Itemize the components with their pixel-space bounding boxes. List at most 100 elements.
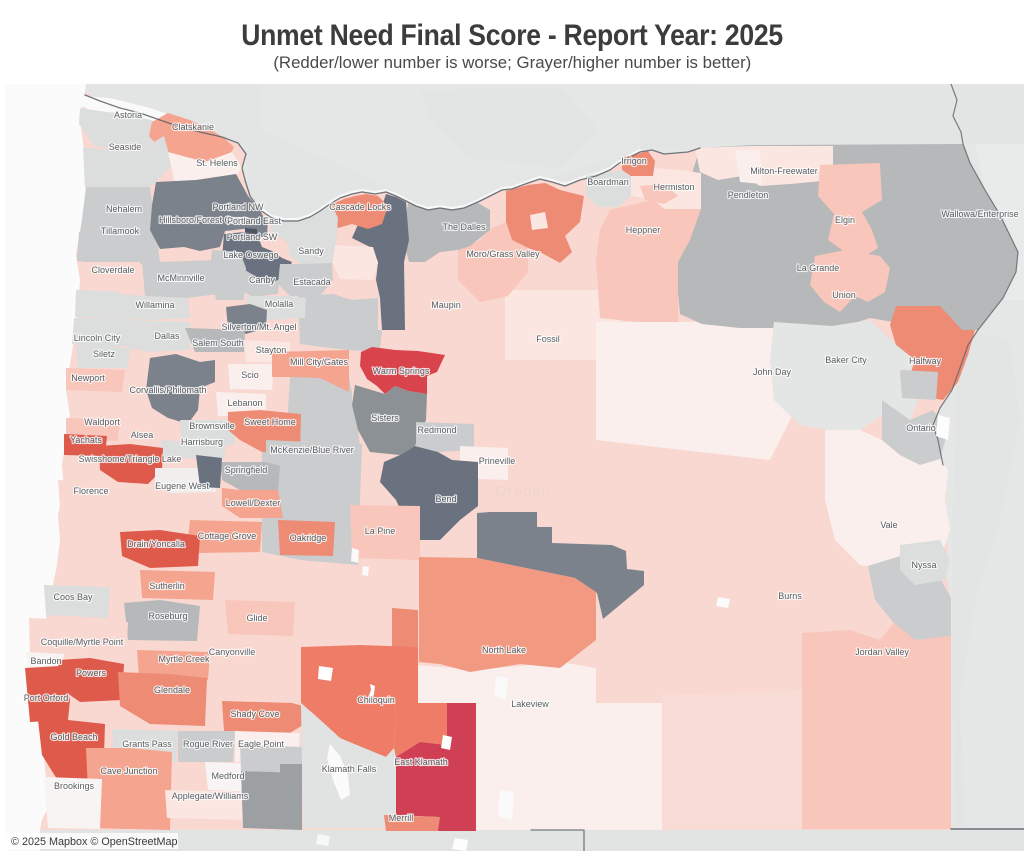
svg-text:Ontario: Ontario bbox=[906, 423, 936, 433]
svg-text:Stayton: Stayton bbox=[256, 345, 287, 355]
svg-text:Eugene West: Eugene West bbox=[155, 481, 209, 491]
svg-text:Tillamook: Tillamook bbox=[101, 226, 140, 236]
svg-text:Silverton/Mt. Angel: Silverton/Mt. Angel bbox=[221, 322, 296, 332]
svg-text:Scio: Scio bbox=[241, 370, 259, 380]
svg-text:Brownsville: Brownsville bbox=[189, 421, 235, 431]
svg-text:Burns: Burns bbox=[778, 591, 802, 601]
svg-text:Bandon: Bandon bbox=[30, 656, 61, 666]
svg-text:Brookings: Brookings bbox=[54, 781, 95, 791]
svg-text:Springfield: Springfield bbox=[225, 465, 268, 475]
svg-text:Swisshome/Triangle Lake: Swisshome/Triangle Lake bbox=[79, 454, 182, 464]
svg-text:Prineville: Prineville bbox=[479, 456, 516, 466]
svg-text:Nehalem: Nehalem bbox=[106, 204, 142, 214]
svg-text:Cloverdale: Cloverdale bbox=[91, 265, 134, 275]
svg-text:La Pine: La Pine bbox=[365, 526, 396, 536]
svg-text:Seaside: Seaside bbox=[109, 142, 142, 152]
svg-text:Molalla: Molalla bbox=[265, 299, 294, 309]
svg-text:Mill City/Gates: Mill City/Gates bbox=[290, 357, 349, 367]
svg-text:Gold Beach: Gold Beach bbox=[50, 732, 97, 742]
svg-text:Applegate/Williams: Applegate/Williams bbox=[172, 791, 249, 801]
svg-text:Sisters: Sisters bbox=[371, 413, 399, 423]
svg-text:Boardman: Boardman bbox=[587, 177, 629, 187]
svg-text:Cascade Locks: Cascade Locks bbox=[329, 202, 391, 212]
svg-text:McMinnville: McMinnville bbox=[157, 273, 204, 283]
svg-text:Elgin: Elgin bbox=[835, 215, 855, 225]
svg-text:Lincoln City: Lincoln City bbox=[74, 333, 121, 343]
svg-text:Shady Cove: Shady Cove bbox=[230, 709, 279, 719]
svg-text:Myrtle Creek: Myrtle Creek bbox=[158, 654, 210, 664]
svg-text:Medford: Medford bbox=[211, 771, 244, 781]
svg-text:Klamath Falls: Klamath Falls bbox=[322, 764, 377, 774]
svg-text:John Day: John Day bbox=[753, 367, 792, 377]
svg-text:Union: Union bbox=[832, 290, 856, 300]
svg-text:Alsea: Alsea bbox=[131, 430, 154, 440]
svg-text:La Grande: La Grande bbox=[797, 263, 840, 273]
svg-text:Willamina: Willamina bbox=[135, 300, 174, 310]
svg-text:Lowell/Dexter: Lowell/Dexter bbox=[226, 498, 281, 508]
svg-text:Rogue River: Rogue River bbox=[183, 739, 233, 749]
svg-text:© 2025 Mapbox © OpenStreetMap: © 2025 Mapbox © OpenStreetMap bbox=[11, 836, 178, 848]
svg-text:Yachats: Yachats bbox=[70, 435, 102, 445]
svg-text:Drain/Yoncalla: Drain/Yoncalla bbox=[127, 539, 185, 549]
svg-text:Vale: Vale bbox=[880, 520, 897, 530]
svg-text:The Dalles: The Dalles bbox=[442, 222, 486, 232]
svg-text:Redmond: Redmond bbox=[417, 425, 456, 435]
svg-text:Pendleton: Pendleton bbox=[728, 190, 769, 200]
svg-text:Sandy: Sandy bbox=[298, 246, 324, 256]
svg-text:Estacada: Estacada bbox=[293, 277, 331, 287]
svg-text:Coquille/Myrtle Point: Coquille/Myrtle Point bbox=[41, 637, 124, 647]
svg-text:Hermiston: Hermiston bbox=[653, 182, 694, 192]
svg-text:Waldport: Waldport bbox=[84, 417, 120, 427]
svg-text:North Lake: North Lake bbox=[482, 645, 526, 655]
svg-text:Hillsboro/Forest Grove: Hillsboro/Forest Grove bbox=[159, 215, 249, 225]
svg-text:Powers: Powers bbox=[76, 668, 107, 678]
svg-text:Cave Junction: Cave Junction bbox=[100, 766, 157, 776]
svg-text:Lebanon: Lebanon bbox=[227, 398, 262, 408]
svg-text:Moro/Grass Valley: Moro/Grass Valley bbox=[466, 249, 540, 259]
svg-text:Florence: Florence bbox=[73, 486, 108, 496]
svg-text:Nyssa: Nyssa bbox=[911, 560, 936, 570]
svg-text:Chiloquin: Chiloquin bbox=[357, 695, 395, 705]
svg-text:Jordan Valley: Jordan Valley bbox=[855, 647, 909, 657]
svg-text:Lake Oswego: Lake Oswego bbox=[223, 250, 278, 260]
svg-text:Oakridge: Oakridge bbox=[290, 533, 327, 543]
svg-text:Astoria: Astoria bbox=[114, 110, 142, 120]
svg-text:Milton-Freewater: Milton-Freewater bbox=[750, 166, 818, 176]
svg-text:Sweet Home: Sweet Home bbox=[244, 417, 296, 427]
svg-text:Cottage Grove: Cottage Grove bbox=[198, 531, 257, 541]
svg-text:Oregon: Oregon bbox=[495, 483, 551, 500]
svg-text:Halfway: Halfway bbox=[909, 356, 942, 366]
svg-text:Siletz: Siletz bbox=[93, 349, 116, 359]
svg-text:McKenzie/Blue River: McKenzie/Blue River bbox=[270, 445, 354, 455]
svg-text:Glide: Glide bbox=[246, 613, 267, 623]
svg-text:Lakeview: Lakeview bbox=[511, 699, 549, 709]
svg-text:Grants Pass: Grants Pass bbox=[122, 739, 172, 749]
svg-text:Newport: Newport bbox=[71, 373, 105, 383]
svg-text:Baker City: Baker City bbox=[825, 355, 867, 365]
svg-text:Heppner: Heppner bbox=[626, 225, 661, 235]
svg-text:Port Orford: Port Orford bbox=[24, 693, 69, 703]
svg-text:Canyonville: Canyonville bbox=[209, 647, 256, 657]
svg-text:St. Helens: St. Helens bbox=[196, 158, 238, 168]
svg-text:Coos Bay: Coos Bay bbox=[53, 592, 93, 602]
svg-text:Portland NW: Portland NW bbox=[212, 202, 264, 212]
svg-text:Portland East: Portland East bbox=[227, 216, 282, 226]
svg-text:Bend: Bend bbox=[435, 494, 456, 504]
svg-text:East Klamath: East Klamath bbox=[394, 757, 448, 767]
svg-text:Clatskanie: Clatskanie bbox=[172, 122, 214, 132]
svg-text:Roseburg: Roseburg bbox=[148, 611, 187, 621]
svg-text:Warm Springs: Warm Springs bbox=[373, 366, 430, 376]
svg-text:Eagle Point: Eagle Point bbox=[238, 739, 285, 749]
svg-text:Wallowa/Enterprise: Wallowa/Enterprise bbox=[941, 209, 1018, 219]
svg-text:Salem South: Salem South bbox=[192, 338, 244, 348]
svg-text:Dallas: Dallas bbox=[154, 331, 180, 341]
svg-text:Canby: Canby bbox=[249, 275, 276, 285]
svg-text:Maupin: Maupin bbox=[431, 300, 461, 310]
svg-text:Glendale: Glendale bbox=[154, 685, 190, 695]
svg-text:Fossil: Fossil bbox=[536, 334, 560, 344]
svg-text:Sutherlin: Sutherlin bbox=[149, 581, 185, 591]
svg-text:Harrisburg: Harrisburg bbox=[181, 437, 223, 447]
svg-text:Corvallis/Philomath: Corvallis/Philomath bbox=[129, 385, 206, 395]
svg-text:Merrill: Merrill bbox=[389, 813, 414, 823]
svg-text:Portland SW: Portland SW bbox=[227, 232, 278, 242]
